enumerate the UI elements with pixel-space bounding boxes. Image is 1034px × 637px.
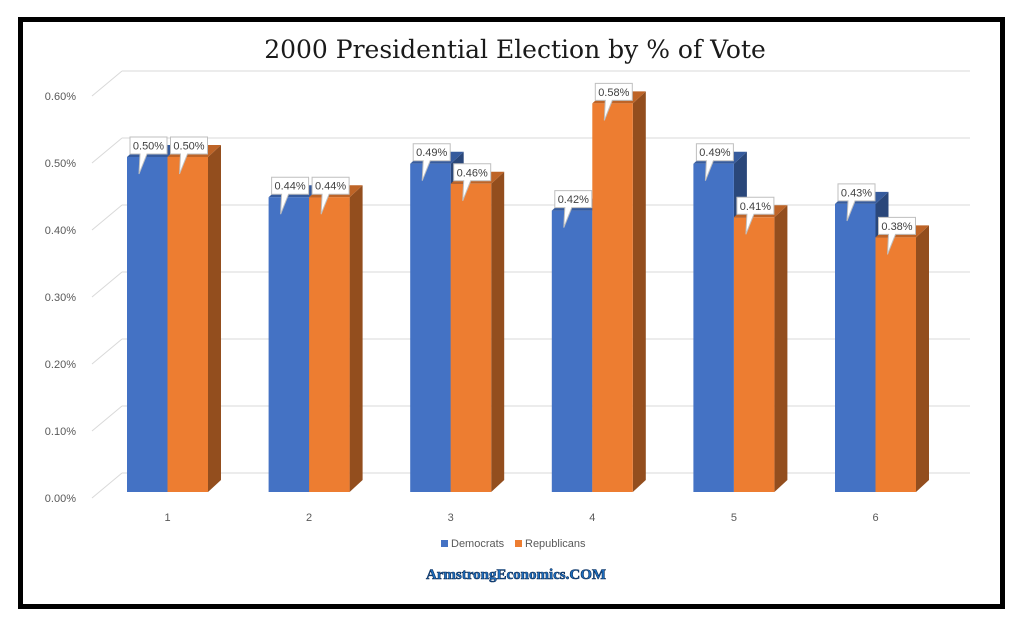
chart-title: 2000 Presidential Election by % of Vote bbox=[264, 35, 766, 64]
data-label-text: 0.49% bbox=[416, 147, 447, 159]
bar-front bbox=[592, 103, 633, 493]
data-label: 0.41% bbox=[736, 196, 775, 235]
bar-front bbox=[410, 163, 451, 492]
data-label-callout bbox=[129, 136, 168, 175]
data-label-callout bbox=[736, 196, 775, 235]
data-label: 0.49% bbox=[412, 143, 451, 181]
data-label-text: 0.44% bbox=[315, 181, 346, 193]
data-label-text: 0.44% bbox=[274, 181, 305, 193]
data-labels: 0.50% 0.50% 0.44% 0.44% 0.49% 0.46% 0.42% 0.58%… bbox=[129, 82, 916, 255]
y-tick-label: 0.50% bbox=[45, 158, 76, 170]
legend-label-democrats: Democrats bbox=[451, 538, 505, 550]
bar-front bbox=[693, 163, 734, 492]
bar-side bbox=[349, 185, 363, 492]
bar-republicans-5 bbox=[733, 205, 788, 493]
x-tick-label: 6 bbox=[872, 512, 878, 524]
data-label-callout bbox=[453, 163, 492, 201]
data-label-text: 0.41% bbox=[740, 201, 771, 213]
data-label-text: 0.43% bbox=[841, 187, 872, 199]
y-tick-label: 0.30% bbox=[45, 292, 76, 304]
bar-republicans-3 bbox=[450, 171, 505, 493]
y-axis: 0.00% 0.10% 0.20% 0.30% 0.40% 0.50% 0.60% bbox=[45, 91, 76, 505]
bar-republicans-2 bbox=[309, 185, 363, 492]
bar-front bbox=[551, 210, 593, 492]
watermark: ArmstrongEconomics.COM bbox=[426, 567, 606, 583]
data-label-text: 0.42% bbox=[558, 194, 589, 206]
data-label-callout bbox=[170, 136, 208, 175]
y-tick-label: 0.20% bbox=[45, 359, 76, 371]
data-label-callout bbox=[412, 143, 451, 181]
data-label: 0.50% bbox=[170, 136, 208, 175]
data-label-callout bbox=[271, 176, 310, 215]
data-label: 0.42% bbox=[554, 190, 593, 228]
data-label-callout bbox=[554, 190, 593, 228]
gridline-diagonal bbox=[91, 271, 123, 298]
legend-swatch-republicans bbox=[515, 540, 522, 547]
bars bbox=[127, 91, 929, 493]
y-tick-label: 0.40% bbox=[45, 225, 76, 237]
data-label: 0.50% bbox=[129, 136, 168, 175]
bar-side bbox=[208, 145, 221, 492]
bar-side bbox=[774, 205, 788, 493]
legend-swatch-democrats bbox=[441, 540, 448, 547]
y-tick-label: 0.00% bbox=[45, 493, 76, 505]
x-tick-label: 1 bbox=[164, 512, 170, 524]
data-label-callout bbox=[837, 183, 876, 222]
data-label: 0.46% bbox=[453, 163, 492, 201]
bar-front bbox=[167, 157, 208, 492]
x-tick-label: 4 bbox=[589, 512, 595, 524]
gridline-diagonal bbox=[91, 70, 123, 97]
bar-side bbox=[916, 225, 929, 492]
data-label-callout bbox=[695, 143, 734, 181]
data-label-callout bbox=[311, 176, 350, 215]
bar-front bbox=[733, 217, 775, 493]
bar-front bbox=[875, 237, 916, 492]
bar-republicans-4 bbox=[592, 91, 646, 493]
data-label-text: 0.50% bbox=[133, 141, 164, 153]
x-tick-label: 2 bbox=[306, 512, 312, 524]
x-tick-label: 5 bbox=[731, 512, 737, 524]
y-tick-label: 0.60% bbox=[45, 91, 76, 103]
data-label: 0.49% bbox=[695, 143, 734, 181]
data-label: 0.44% bbox=[271, 176, 310, 215]
bar-front bbox=[309, 197, 350, 492]
gridline-diagonal bbox=[91, 405, 123, 432]
bar-front bbox=[835, 203, 876, 492]
x-axis: 1 2 3 4 5 6 bbox=[164, 512, 878, 524]
bar-republicans-1 bbox=[167, 145, 221, 492]
data-label-text: 0.38% bbox=[881, 221, 912, 233]
bar-side bbox=[491, 171, 505, 493]
y-tick-label: 0.10% bbox=[45, 426, 76, 438]
data-label-text: 0.58% bbox=[598, 87, 629, 99]
data-label-text: 0.49% bbox=[699, 147, 730, 159]
data-label-callout bbox=[878, 216, 916, 255]
data-label-text: 0.46% bbox=[457, 167, 488, 179]
bar-front bbox=[127, 157, 168, 492]
data-label: 0.43% bbox=[837, 183, 876, 222]
data-label: 0.44% bbox=[311, 176, 350, 215]
legend-label-republicans: Republicans bbox=[525, 538, 586, 550]
data-label: 0.38% bbox=[878, 216, 916, 255]
gridline-diagonal bbox=[91, 472, 123, 499]
bar-republicans-6 bbox=[875, 225, 929, 492]
x-tick-label: 3 bbox=[448, 512, 454, 524]
bar-side bbox=[632, 91, 646, 493]
gridline-diagonal bbox=[91, 137, 123, 164]
bar-front bbox=[268, 197, 310, 492]
gridline-diagonal bbox=[91, 204, 123, 231]
legend: Democrats Republicans bbox=[441, 538, 586, 550]
data-label-text: 0.50% bbox=[173, 141, 204, 153]
bar-front bbox=[450, 183, 492, 493]
gridlines bbox=[91, 70, 970, 499]
gridline-diagonal bbox=[91, 338, 123, 365]
data-label-callout bbox=[594, 82, 633, 121]
data-label: 0.58% bbox=[594, 82, 633, 121]
